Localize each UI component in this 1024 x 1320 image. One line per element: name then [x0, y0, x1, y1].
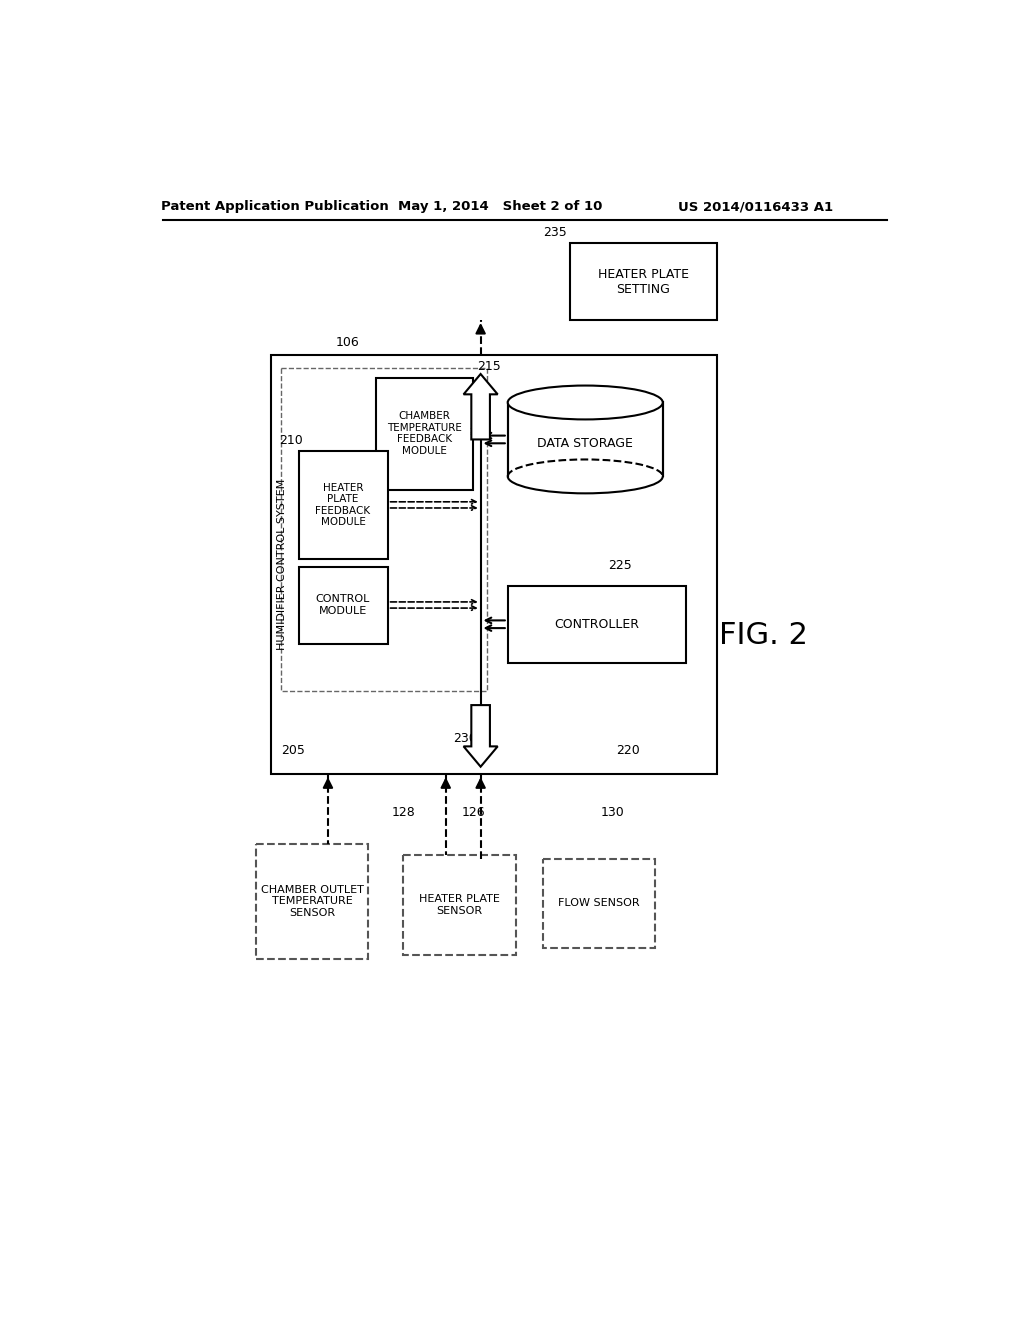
Text: Patent Application Publication: Patent Application Publication — [162, 201, 389, 214]
Text: 215: 215 — [477, 360, 501, 374]
Text: May 1, 2014   Sheet 2 of 10: May 1, 2014 Sheet 2 of 10 — [397, 201, 602, 214]
Text: CONTROLLER: CONTROLLER — [554, 618, 639, 631]
FancyBboxPatch shape — [256, 843, 369, 960]
Text: 210: 210 — [280, 434, 303, 447]
Text: 128: 128 — [391, 807, 416, 818]
FancyBboxPatch shape — [299, 566, 388, 644]
Text: HUMIDIFIER CONTROL SYSTEM: HUMIDIFIER CONTROL SYSTEM — [278, 479, 287, 651]
Text: US 2014/0116433 A1: US 2014/0116433 A1 — [678, 201, 834, 214]
Text: FLOW SENSOR: FLOW SENSOR — [558, 899, 640, 908]
Text: 126: 126 — [461, 807, 485, 818]
Text: 235: 235 — [543, 226, 566, 239]
FancyBboxPatch shape — [508, 403, 663, 477]
Text: HEATER PLATE
SENSOR: HEATER PLATE SENSOR — [419, 895, 500, 916]
FancyBboxPatch shape — [543, 859, 655, 948]
FancyBboxPatch shape — [569, 243, 717, 321]
Ellipse shape — [508, 385, 663, 420]
Text: CHAMBER OUTLET
TEMPERATURE
SENSOR: CHAMBER OUTLET TEMPERATURE SENSOR — [261, 884, 364, 917]
FancyBboxPatch shape — [282, 368, 486, 692]
Text: CONTROL
MODULE: CONTROL MODULE — [315, 594, 371, 616]
Text: 106: 106 — [336, 337, 359, 350]
Text: CHAMBER
TEMPERATURE
FEEDBACK
MODULE: CHAMBER TEMPERATURE FEEDBACK MODULE — [387, 412, 462, 457]
FancyBboxPatch shape — [376, 378, 473, 490]
Text: 230: 230 — [453, 733, 477, 744]
Text: 205: 205 — [282, 743, 305, 756]
Text: HEATER
PLATE
FEEDBACK
MODULE: HEATER PLATE FEEDBACK MODULE — [315, 483, 371, 527]
FancyBboxPatch shape — [403, 855, 515, 956]
Text: 225: 225 — [608, 558, 632, 572]
Text: HEATER PLATE
SETTING: HEATER PLATE SETTING — [598, 268, 689, 296]
FancyBboxPatch shape — [508, 586, 686, 663]
Text: FIG. 2: FIG. 2 — [719, 622, 808, 651]
Polygon shape — [464, 705, 498, 767]
Text: DATA STORAGE: DATA STORAGE — [538, 437, 633, 450]
FancyBboxPatch shape — [299, 451, 388, 558]
FancyBboxPatch shape — [271, 355, 717, 775]
Polygon shape — [464, 374, 498, 440]
Text: 220: 220 — [616, 743, 640, 756]
Text: 130: 130 — [601, 807, 625, 818]
